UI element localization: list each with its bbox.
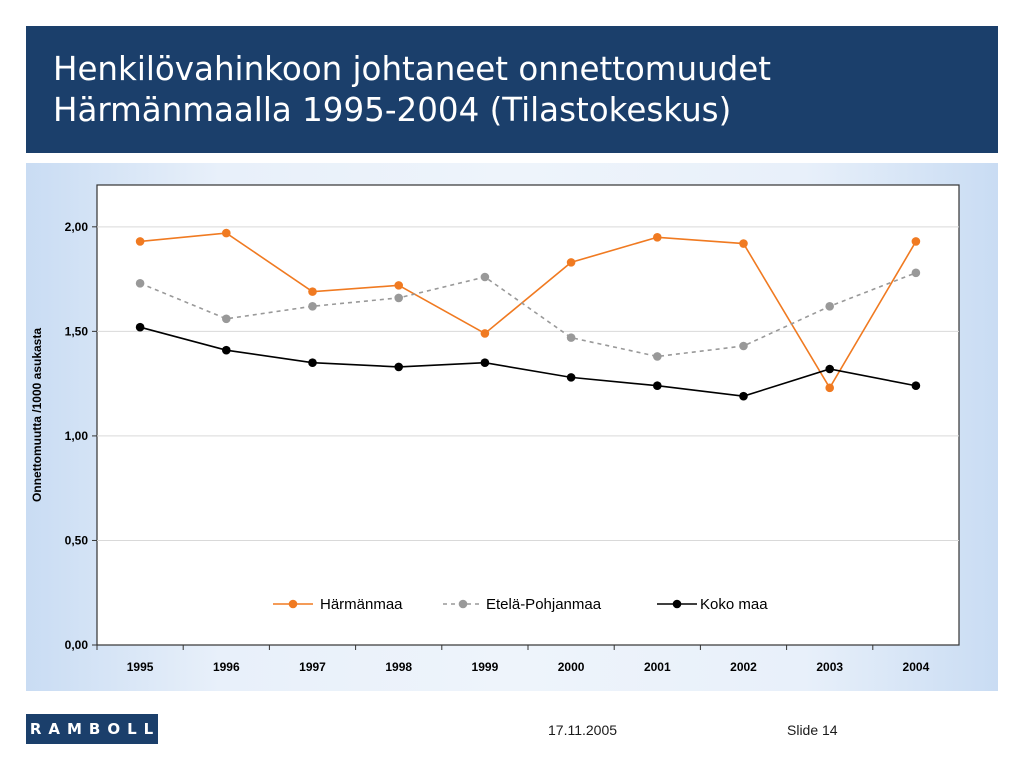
series-line-1 xyxy=(140,232,917,390)
ramboll-logo: RAMBOLL xyxy=(26,714,158,744)
data-point xyxy=(911,268,921,278)
data-point xyxy=(308,287,317,296)
legend-label: Koko maa xyxy=(700,596,768,613)
x-tick-label: 2003 xyxy=(816,660,843,674)
data-point xyxy=(480,329,490,338)
data-point xyxy=(394,281,404,290)
y-tick-label: 1,50 xyxy=(65,324,89,338)
x-tick-label: 1997 xyxy=(299,660,326,674)
data-point xyxy=(308,301,317,311)
x-tick-label: 1999 xyxy=(472,660,499,674)
legend-marker xyxy=(458,599,468,609)
data-point xyxy=(480,272,490,282)
data-point xyxy=(739,239,748,248)
x-tick-label: 1998 xyxy=(385,660,412,674)
y-tick-label: 1,00 xyxy=(65,429,89,443)
y-axis-label: Onnettomuutta /1000 asukasta xyxy=(30,328,44,502)
data-point xyxy=(653,352,662,361)
data-point xyxy=(739,341,748,351)
footer-date: 17.11.2005 xyxy=(548,722,618,738)
legend-marker xyxy=(288,599,298,609)
data-point xyxy=(135,237,145,246)
data-point xyxy=(653,381,662,391)
data-point xyxy=(308,358,317,368)
data-point xyxy=(566,373,576,382)
title-bar: Henkilövahinkoon johtaneet onnettomuudet… xyxy=(26,26,998,153)
legend-label: Etelä-Pohjanmaa xyxy=(486,596,602,613)
data-point xyxy=(825,364,834,374)
slide-number: Slide 14 xyxy=(787,722,838,738)
slide-title-line-1: Henkilövahinkoon johtaneet onnettomuudet xyxy=(53,50,772,88)
data-point xyxy=(911,237,921,246)
data-point xyxy=(394,293,404,303)
data-point xyxy=(566,333,576,342)
data-point xyxy=(222,228,231,238)
data-point xyxy=(739,391,748,401)
series-line-2 xyxy=(139,272,917,358)
x-tick-label: 2002 xyxy=(730,660,757,674)
series-line-3 xyxy=(139,326,917,397)
x-tick-label: 2001 xyxy=(644,660,671,674)
chart-panel: 0,00 0,50 1,00 1,50 2,00 1995 1996 1997 1998 1999… xyxy=(26,163,998,691)
data-point xyxy=(653,232,662,242)
x-tick-label: 1996 xyxy=(213,660,240,674)
data-point xyxy=(480,358,490,368)
data-point xyxy=(911,381,921,391)
x-tick-label: 2004 xyxy=(903,660,930,674)
x-tick-label: 2000 xyxy=(558,660,585,674)
data-point xyxy=(135,322,145,332)
data-point xyxy=(394,362,404,372)
data-point xyxy=(825,301,834,311)
y-tick-label: 2,00 xyxy=(65,220,89,234)
data-point xyxy=(825,383,834,393)
y-tick-label: 0,50 xyxy=(65,533,89,547)
slide-title-line-2: Härmänmaalla 1995-2004 (Tilastokeskus) xyxy=(53,91,732,129)
data-point xyxy=(566,258,576,267)
data-point xyxy=(222,314,231,324)
legend-label: Härmänmaa xyxy=(320,596,403,613)
line-chart: 0,00 0,50 1,00 1,50 2,00 1995 1996 1997 1998 1999… xyxy=(30,184,960,674)
legend-marker xyxy=(672,599,682,609)
x-tick-label: 1995 xyxy=(127,660,154,674)
plot-area xyxy=(96,184,960,646)
y-tick-label: 0,00 xyxy=(65,638,89,652)
data-point xyxy=(135,278,145,288)
data-point xyxy=(222,345,231,355)
